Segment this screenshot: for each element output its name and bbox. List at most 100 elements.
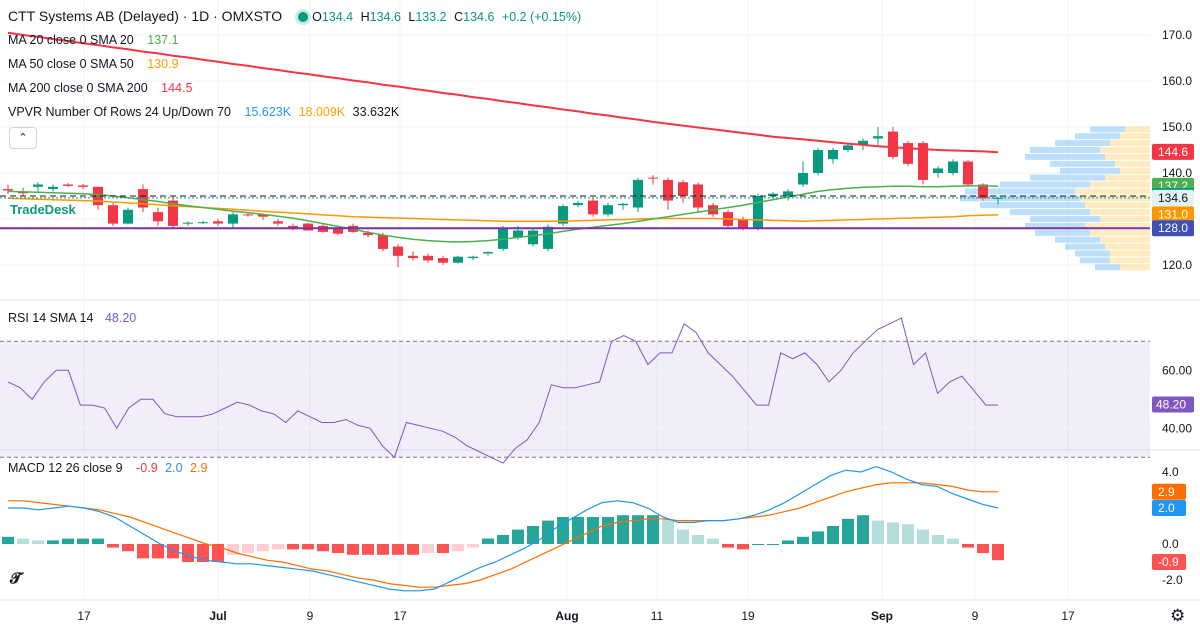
candle-body[interactable] (258, 214, 268, 217)
time-axis-tick-label: 19 (741, 609, 755, 623)
ma20-legend[interactable]: MA 20 close 0 SMA 20 137.1 (8, 33, 183, 47)
macd-histogram-bar (437, 544, 449, 553)
candle-body[interactable] (903, 143, 913, 164)
candle-body[interactable] (78, 185, 88, 187)
candle-body[interactable] (153, 212, 163, 222)
candle-body[interactable] (513, 230, 523, 238)
macd-histogram-bar (737, 544, 749, 550)
candle-body[interactable] (618, 203, 628, 206)
rsi-legend[interactable]: RSI 14 SMA 14 48.20 (8, 311, 140, 325)
candle-body[interactable] (483, 252, 493, 254)
macd-histogram-bar (92, 538, 104, 544)
price-axis-tick-label: 120.0 (1162, 258, 1192, 272)
macd-signal-tag-label: 2.9 (1158, 485, 1175, 499)
vpvr-legend[interactable]: VPVR Number Of Rows 24 Up/Down 70 15.623… (8, 105, 403, 119)
candle-body[interactable] (303, 223, 313, 231)
rsi-label: RSI 14 SMA 14 (8, 311, 94, 325)
candle-body[interactable] (453, 256, 463, 263)
candle-body[interactable] (108, 205, 118, 224)
macd-histogram-bar (647, 515, 659, 544)
candle-body[interactable] (648, 177, 658, 179)
macd-hist-tag-label: -0.9 (1158, 555, 1179, 569)
candle-body[interactable] (963, 161, 973, 185)
candle-body[interactable] (798, 173, 808, 185)
candle-body[interactable] (378, 235, 388, 249)
ma50-legend[interactable]: MA 50 close 0 SMA 50 130.9 (8, 57, 183, 71)
candle-body[interactable] (243, 214, 253, 216)
macd-histogram-bar (542, 520, 554, 544)
candle-body[interactable] (873, 136, 883, 139)
candle-body[interactable] (813, 150, 823, 173)
ma20-value: 137.1 (147, 33, 179, 47)
candle-body[interactable] (918, 143, 928, 180)
candle-body[interactable] (753, 196, 763, 229)
macd-histogram-bar (632, 515, 644, 544)
macd-histogram-bar (257, 544, 269, 552)
candle-body[interactable] (138, 189, 148, 208)
candle-body[interactable] (948, 161, 958, 174)
price-axis-tick-label: 140.0 (1162, 166, 1192, 180)
ma200-label: MA 200 close 0 SMA 200 (8, 81, 148, 95)
candle-body[interactable] (543, 226, 553, 249)
candle-body[interactable] (693, 184, 703, 208)
candle-body[interactable] (168, 200, 178, 226)
macd-macd-tag (1152, 500, 1186, 516)
price-tag (1152, 189, 1194, 206)
candle-body[interactable] (228, 214, 238, 224)
macd-histogram-bar (617, 515, 629, 544)
candle-body[interactable] (183, 222, 193, 224)
tradingview-logo-icon[interactable]: 𝓣 (10, 570, 22, 587)
candle-body[interactable] (333, 228, 343, 234)
vpvr-down-bar (1105, 243, 1150, 250)
gear-icon[interactable]: ⚙ (1170, 606, 1186, 625)
market-status-icon (298, 12, 309, 22)
candle-body[interactable] (528, 230, 538, 245)
candle-body[interactable] (33, 184, 43, 187)
candle-body[interactable] (738, 219, 748, 229)
candle-body[interactable] (933, 168, 943, 173)
vpvr-down-bar (1085, 202, 1150, 209)
rsi-axis-tick-label: 40.00 (1162, 421, 1192, 435)
candle-body[interactable] (678, 182, 688, 196)
candle-body[interactable] (783, 191, 793, 196)
vpvr-up-bar (1025, 153, 1105, 160)
candle-body[interactable] (573, 202, 583, 206)
candle-body[interactable] (843, 145, 853, 150)
candle-body[interactable] (408, 255, 418, 259)
candle-body[interactable] (363, 232, 373, 236)
vpvr-down-bar (1120, 264, 1150, 271)
candle-body[interactable] (198, 222, 208, 224)
candle-body[interactable] (828, 150, 838, 160)
candle-body[interactable] (3, 189, 13, 191)
candle-body[interactable] (438, 258, 448, 263)
macd-histogram-bar (602, 517, 614, 544)
candle-body[interactable] (123, 209, 133, 224)
candle-body[interactable] (393, 246, 403, 256)
candle-body[interactable] (888, 131, 898, 157)
candle-body[interactable] (588, 200, 598, 215)
collapse-legend-button[interactable]: ⌃ (9, 127, 37, 149)
candle-body[interactable] (858, 140, 868, 146)
macd-histogram-bar (167, 544, 179, 559)
candle-body[interactable] (423, 255, 433, 261)
vpvr-up-bar (1055, 140, 1110, 147)
candle-body[interactable] (48, 186, 58, 190)
candle-body[interactable] (468, 256, 478, 259)
vpvr-up-bar (1050, 160, 1115, 167)
candle-body[interactable] (213, 221, 223, 224)
vpvr-up-bar (1055, 236, 1100, 243)
candle-body[interactable] (63, 184, 73, 186)
candle-body[interactable] (603, 205, 613, 215)
macd-histogram-bar (347, 544, 359, 555)
candle-body[interactable] (633, 179, 643, 208)
ma200-legend[interactable]: MA 200 close 0 SMA 200 144.5 (8, 81, 196, 95)
candle-body[interactable] (93, 186, 103, 206)
macd-histogram-bar (872, 520, 884, 544)
candle-body[interactable] (768, 193, 778, 196)
candle-body[interactable] (978, 184, 988, 199)
candle-body[interactable] (273, 221, 283, 224)
candle-body[interactable] (663, 179, 673, 201)
macd-legend[interactable]: MACD 12 26 close 9 -0.9 2.0 2.9 (8, 461, 211, 475)
candle-body[interactable] (558, 206, 568, 224)
